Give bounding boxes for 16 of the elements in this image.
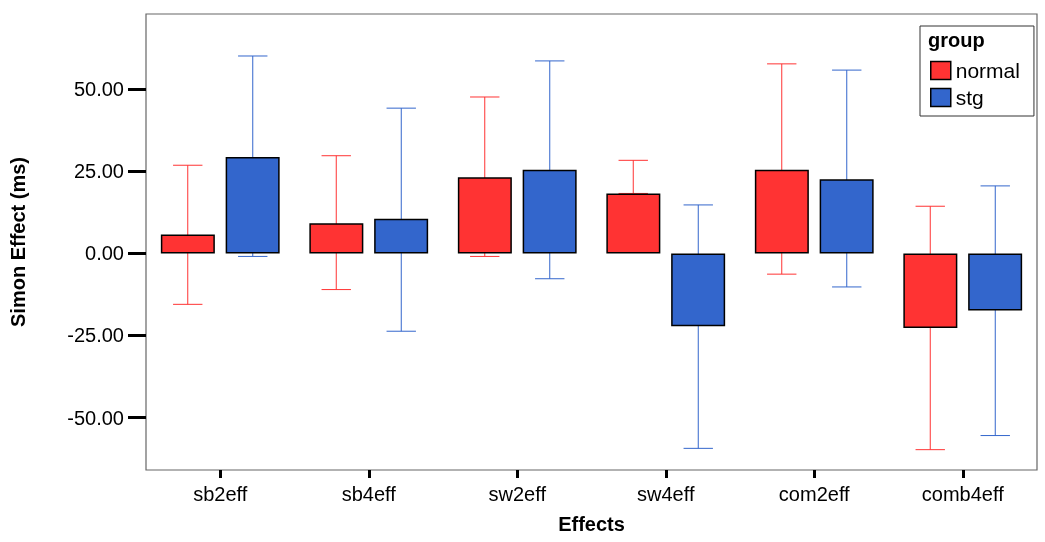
- y-axis-title: Simon Effect (ms): [7, 156, 29, 328]
- x-tick-label: sw4eff: [637, 483, 695, 505]
- legend-label: normal: [955, 59, 1020, 82]
- x-tick-label: sw2eff: [488, 483, 547, 505]
- legend-label: stg: [955, 86, 984, 109]
- y-tick-label: 0.00: [85, 242, 124, 265]
- x-tick-label: comb4eff: [921, 483, 1005, 505]
- y-tick-label: -50.00: [67, 406, 124, 429]
- x-tick-label: com2eff: [778, 483, 851, 505]
- x-tick-label: sb2eff: [193, 483, 248, 505]
- y-tick-label: 25.00: [73, 160, 124, 183]
- x-tick-label: sb4eff: [341, 483, 397, 505]
- x-axis-title: Effects: [558, 513, 625, 535]
- legend-title: group: [928, 29, 985, 51]
- y-tick-label: 50.00: [73, 78, 124, 101]
- y-tick-label: -25.00: [67, 324, 124, 347]
